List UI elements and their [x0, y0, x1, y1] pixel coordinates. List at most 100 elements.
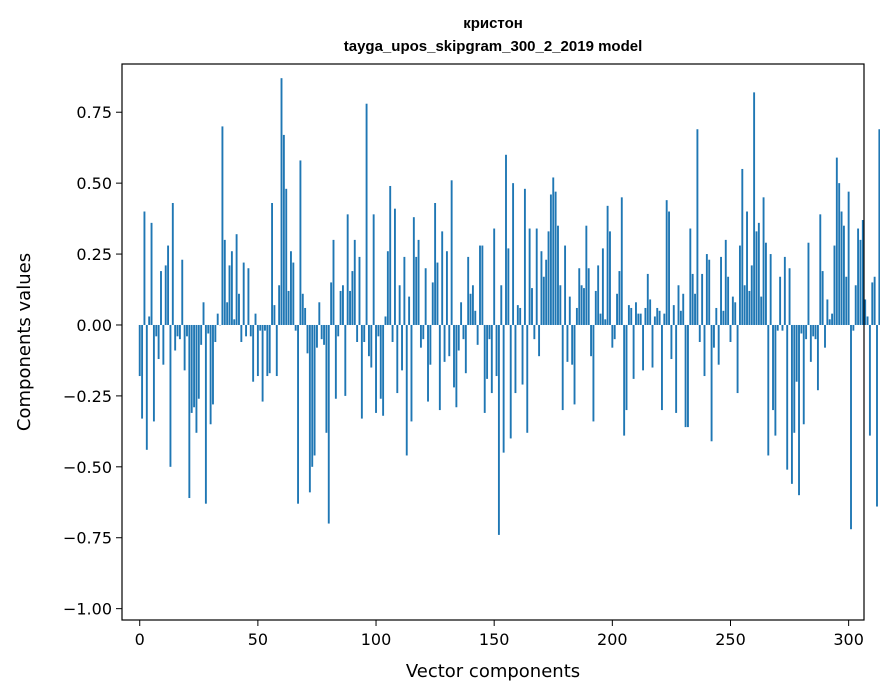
bar-174: [549, 194, 552, 325]
bar-253: [736, 324, 739, 394]
bar-11: [164, 265, 167, 325]
bar-93: [358, 256, 361, 325]
bar-286: [814, 324, 817, 340]
bar-130: [445, 251, 448, 325]
y-tick-label: −1.00: [63, 600, 112, 619]
bar-252: [734, 302, 737, 325]
bar-143: [476, 324, 479, 345]
bar-272: [781, 324, 784, 331]
bar-105: [386, 251, 389, 325]
bar-215: [646, 273, 649, 325]
bar-95: [363, 324, 366, 342]
bar-145: [481, 245, 484, 325]
bar-276: [790, 324, 793, 484]
bar-218: [653, 316, 656, 325]
bar-271: [779, 276, 782, 325]
bar-113: [405, 324, 408, 456]
bar-63: [287, 290, 290, 325]
bar-84: [337, 324, 340, 337]
bar-148: [488, 324, 491, 340]
bar-33: [216, 313, 219, 325]
bar-2: [143, 211, 146, 325]
bar-39: [230, 251, 233, 325]
bar-21: [188, 324, 191, 499]
bar-185: [575, 307, 578, 325]
bar-119: [419, 324, 422, 348]
y-axis-label: Components values: [14, 253, 35, 431]
bar-29: [207, 324, 210, 334]
bar-211: [637, 313, 640, 325]
bar-167: [533, 324, 536, 340]
bar-248: [724, 239, 727, 325]
bar-43: [240, 324, 243, 342]
bar-246: [720, 256, 722, 325]
bar-147: [486, 324, 489, 379]
bar-295: [835, 157, 838, 325]
bar-179: [561, 324, 564, 411]
bar-202: [616, 293, 619, 325]
bar-180: [564, 245, 567, 325]
bar-159: [514, 324, 517, 394]
bar-222: [663, 313, 666, 325]
bar-265: [764, 242, 767, 325]
bar-19: [183, 324, 186, 371]
bar-230: [682, 293, 685, 325]
bar-275: [788, 268, 791, 325]
bar-108: [393, 208, 396, 325]
y-tick-label: 0.00: [76, 316, 112, 335]
bar-122: [427, 324, 429, 402]
bar-193: [594, 290, 597, 325]
bar-195: [599, 313, 602, 325]
bar-184: [573, 324, 576, 405]
bar-205: [623, 324, 626, 436]
bar-77: [320, 324, 323, 340]
bar-72: [308, 324, 311, 493]
bar-309: [868, 324, 871, 436]
y-tick-label: 0.50: [76, 174, 112, 193]
bar-144: [479, 245, 481, 325]
bar-76: [318, 302, 321, 325]
bar-70: [304, 307, 307, 325]
bar-127: [438, 324, 441, 411]
bar-86: [342, 285, 344, 325]
bar-156: [507, 248, 510, 325]
bar-226: [672, 305, 675, 325]
bar-249: [727, 276, 730, 325]
bar-22: [190, 324, 193, 413]
bar-35: [221, 126, 224, 325]
bar-133: [453, 324, 455, 388]
bar-62: [285, 188, 288, 325]
bar-245: [717, 324, 720, 365]
bar-287: [816, 324, 819, 391]
bar-221: [661, 324, 663, 411]
bar-270: [776, 324, 779, 331]
bar-44: [242, 262, 245, 325]
bar-162: [521, 324, 524, 385]
bar-138: [464, 324, 467, 374]
bar-163: [523, 188, 526, 325]
bar-282: [805, 324, 808, 340]
bar-212: [639, 313, 642, 325]
x-axis-label: Vector components: [406, 661, 580, 682]
bar-208: [630, 307, 633, 325]
bar-219: [656, 307, 659, 325]
bar-81: [330, 282, 333, 325]
bar-142: [474, 310, 477, 325]
bar-310: [871, 282, 874, 325]
bar-71: [306, 324, 309, 354]
bar-64: [290, 251, 292, 325]
bar-74: [313, 324, 316, 456]
bar-251: [731, 296, 734, 325]
bar-107: [391, 324, 394, 342]
bar-17: [178, 324, 181, 340]
bar-129: [443, 324, 446, 362]
bar-220: [658, 310, 661, 325]
bar-91: [353, 239, 356, 325]
bar-302: [852, 324, 855, 331]
bar-104: [384, 316, 387, 325]
bar-300: [847, 191, 850, 325]
bar-65: [292, 262, 295, 325]
bar-284: [809, 324, 812, 362]
bar-288: [819, 214, 822, 325]
bar-311: [873, 276, 876, 325]
